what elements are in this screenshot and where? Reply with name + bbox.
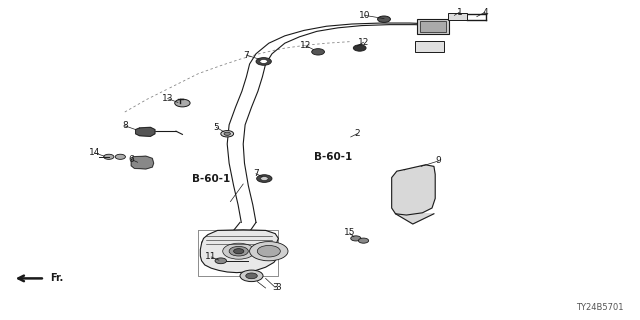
Text: 11: 11 bbox=[205, 252, 217, 261]
Text: 5: 5 bbox=[214, 123, 219, 132]
Text: B-60-1: B-60-1 bbox=[314, 152, 352, 162]
Circle shape bbox=[229, 246, 248, 256]
Text: 7: 7 bbox=[253, 169, 259, 178]
Text: 4: 4 bbox=[483, 8, 488, 17]
Circle shape bbox=[104, 154, 114, 159]
Bar bbox=[415, 41, 444, 52]
Text: 3: 3 bbox=[273, 283, 278, 292]
Circle shape bbox=[240, 270, 263, 282]
Circle shape bbox=[358, 238, 369, 243]
Text: TY24B5701: TY24B5701 bbox=[577, 303, 624, 312]
Text: 12: 12 bbox=[300, 41, 312, 50]
Bar bbox=[420, 21, 446, 32]
Circle shape bbox=[221, 131, 234, 137]
Text: 13: 13 bbox=[162, 94, 173, 103]
Circle shape bbox=[234, 249, 244, 254]
Polygon shape bbox=[131, 156, 154, 169]
Circle shape bbox=[351, 236, 361, 241]
Circle shape bbox=[215, 258, 227, 264]
Circle shape bbox=[256, 58, 271, 65]
Circle shape bbox=[312, 49, 324, 55]
Circle shape bbox=[223, 243, 255, 259]
Polygon shape bbox=[392, 165, 435, 215]
Text: 8: 8 bbox=[122, 121, 127, 130]
Text: B-60-1: B-60-1 bbox=[192, 174, 230, 184]
Circle shape bbox=[246, 273, 257, 279]
Text: 2: 2 bbox=[355, 129, 360, 138]
Text: 6: 6 bbox=[129, 155, 134, 164]
Text: 9: 9 bbox=[436, 156, 441, 165]
Text: 15: 15 bbox=[344, 228, 355, 237]
Circle shape bbox=[175, 99, 190, 107]
Text: 10: 10 bbox=[359, 11, 371, 20]
Bar bbox=[417, 19, 449, 34]
Text: 3: 3 bbox=[275, 284, 281, 292]
Text: 7: 7 bbox=[244, 51, 249, 60]
Text: Fr.: Fr. bbox=[50, 273, 63, 284]
Circle shape bbox=[260, 177, 268, 180]
Bar bbox=[448, 13, 467, 20]
Circle shape bbox=[224, 132, 230, 135]
Circle shape bbox=[353, 45, 366, 51]
Circle shape bbox=[257, 245, 280, 257]
Circle shape bbox=[250, 242, 288, 261]
Polygon shape bbox=[136, 127, 155, 136]
Circle shape bbox=[378, 16, 390, 22]
Circle shape bbox=[115, 154, 125, 159]
Text: 1: 1 bbox=[457, 8, 462, 17]
Text: 14: 14 bbox=[89, 148, 100, 157]
Text: 12: 12 bbox=[358, 38, 369, 47]
Circle shape bbox=[260, 60, 268, 63]
Circle shape bbox=[257, 175, 272, 182]
Polygon shape bbox=[200, 230, 278, 273]
Polygon shape bbox=[396, 214, 434, 224]
